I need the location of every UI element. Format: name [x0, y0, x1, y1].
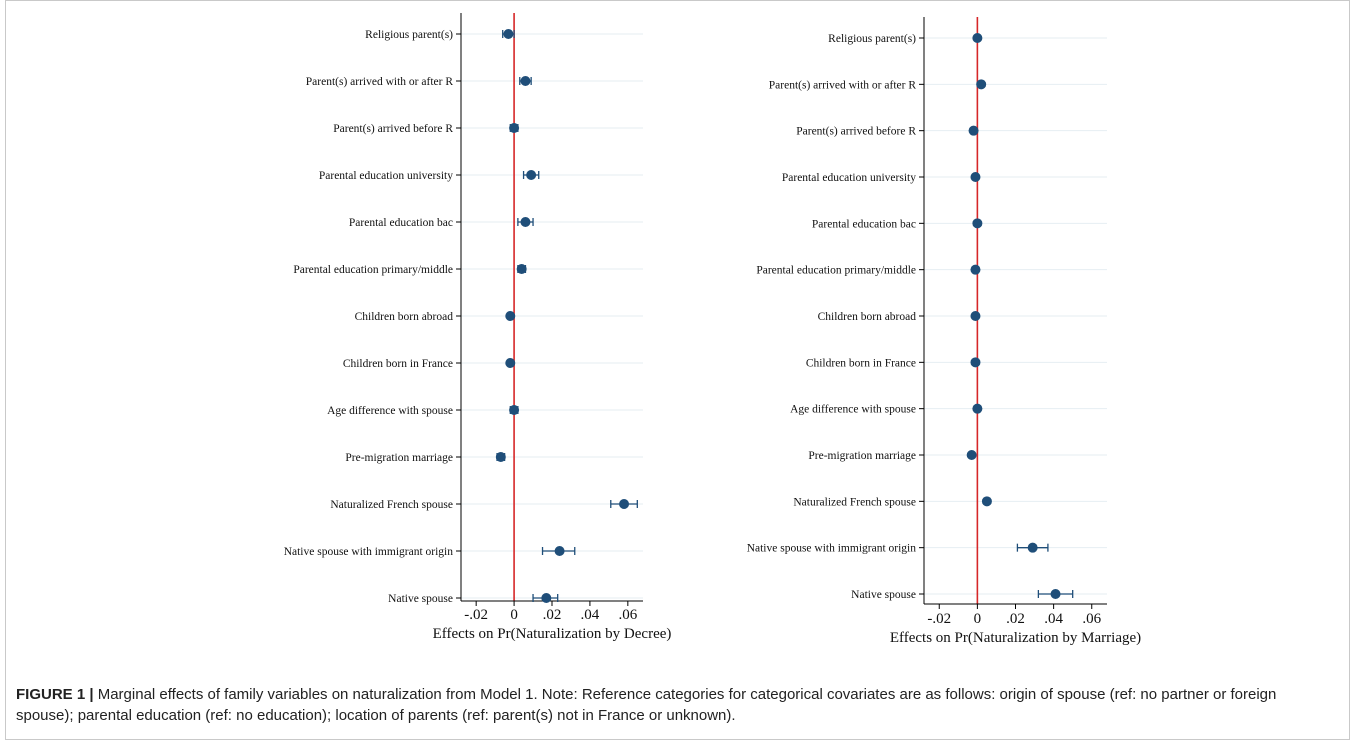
point-estimate: [1050, 589, 1061, 599]
y-tick-label: Parent(s) arrived before R: [333, 123, 453, 135]
y-tick-label: Parental education primary/middle: [293, 264, 453, 276]
point-estimate: [541, 593, 552, 603]
point-estimate: [970, 264, 981, 275]
point-estimate: [972, 33, 983, 43]
point-estimate: [981, 496, 992, 507]
x-axis-title: Effects on Pr(Naturalization by Marriage…: [890, 630, 1141, 646]
right-panel-marriage: Religious parent(s) Parent(s) arrived wit…: [747, 17, 1141, 646]
x-tick-label: 0: [510, 607, 518, 623]
x-tick-label: -.02: [927, 611, 951, 627]
point-estimate: [520, 217, 531, 227]
point-estimate: [526, 170, 537, 180]
y-tick-label: Religious parent(s): [365, 29, 453, 41]
y-tick-label: Parental education primary/middle: [756, 265, 916, 277]
x-tick-label: .02: [543, 607, 562, 623]
point-estimate: [495, 452, 506, 462]
y-tick-label: Parent(s) arrived with or after R: [769, 79, 917, 91]
point-estimate: [970, 172, 981, 182]
x-tick-label: 0: [974, 611, 982, 627]
x-tick-label: .06: [1082, 611, 1101, 627]
point-estimate: [970, 311, 981, 321]
point-estimate: [509, 123, 520, 133]
y-tick-label: Children born in France: [806, 357, 916, 369]
y-tick-label: Children born in France: [343, 358, 453, 370]
y-tick-label: Children born abroad: [818, 311, 917, 323]
y-tick-label: Parental education university: [319, 170, 453, 182]
y-tick-label: Pre-migration marriage: [808, 450, 916, 462]
y-tick-label: Pre-migration marriage: [345, 452, 453, 464]
point-estimate: [509, 405, 520, 415]
y-tick-label: Children born abroad: [355, 311, 454, 323]
point-estimate: [520, 76, 531, 86]
point-estimate: [972, 218, 983, 229]
point-estimate: [972, 403, 983, 414]
x-tick-label: .04: [581, 607, 600, 623]
x-tick-label: .02: [1006, 611, 1025, 627]
y-tick-label: Parent(s) arrived with or after R: [306, 76, 454, 88]
x-tick-label: -.02: [464, 607, 488, 623]
caption-text: Marginal effects of family variables on …: [16, 686, 1277, 724]
y-tick-label: Parental education bac: [812, 218, 916, 230]
left-panel-decree: Religious parent(s) Parent(s) arrived wit…: [284, 13, 672, 642]
y-tick-label: Naturalized French spouse: [793, 496, 916, 508]
point-estimate: [554, 546, 565, 556]
caption-label: FIGURE 1 |: [16, 686, 94, 703]
chart-canvas: Religious parent(s) Parent(s) arrived wit…: [284, 13, 1141, 646]
x-tick-label: .04: [1044, 611, 1063, 627]
y-tick-label: Parent(s) arrived before R: [796, 126, 916, 138]
x-axis-title: Effects on Pr(Naturalization by Decree): [433, 626, 672, 642]
y-tick-label: Religious parent(s): [828, 33, 916, 45]
figure: Religious parent(s) Parent(s) arrived wit…: [5, 0, 1350, 740]
point-estimate: [968, 125, 979, 136]
y-tick-label: Parental education bac: [349, 217, 453, 229]
y-tick-label: Native spouse: [388, 593, 453, 605]
point-estimate: [1027, 542, 1038, 553]
figure-caption: FIGURE 1 | Marginal effects of family va…: [16, 684, 1336, 726]
point-estimate: [976, 79, 987, 90]
y-tick-label: Age difference with spouse: [790, 404, 916, 416]
point-estimate: [966, 450, 977, 460]
point-estimate: [505, 358, 516, 368]
point-estimate: [970, 357, 981, 368]
y-tick-label: Naturalized French spouse: [330, 499, 453, 511]
point-estimate: [619, 499, 630, 509]
point-estimate: [516, 264, 527, 274]
y-tick-label: Native spouse: [851, 589, 916, 601]
point-estimate: [505, 311, 516, 321]
y-tick-label: Native spouse with immigrant origin: [747, 543, 917, 555]
y-tick-label: Parental education university: [782, 172, 916, 184]
x-tick-label: .06: [618, 607, 637, 623]
y-tick-label: Native spouse with immigrant origin: [284, 546, 454, 558]
point-estimate: [503, 29, 514, 39]
y-tick-label: Age difference with spouse: [327, 405, 453, 417]
